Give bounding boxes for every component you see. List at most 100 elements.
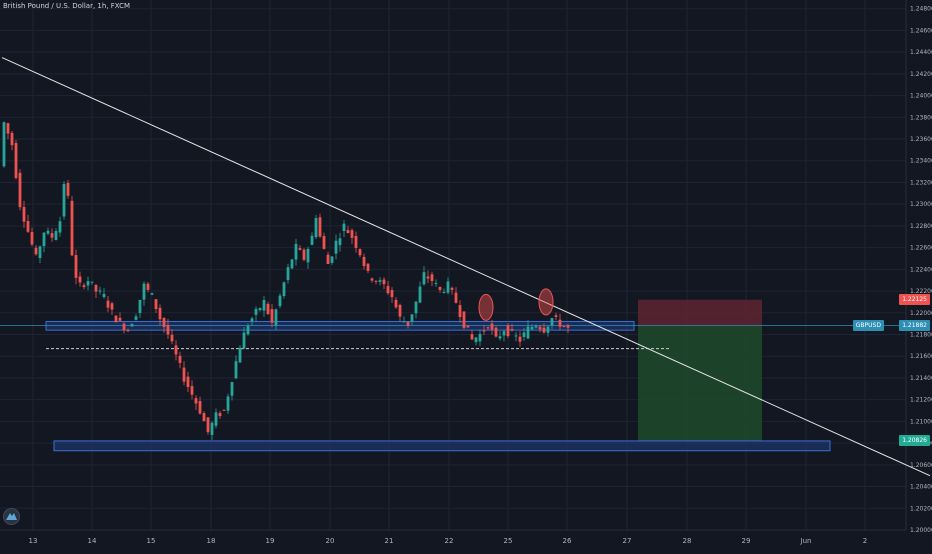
candle-body bbox=[426, 276, 430, 279]
price-axis: 1.200001.202001.204001.206001.208001.210… bbox=[910, 6, 932, 534]
price-tick-label: 1.24200 bbox=[910, 71, 932, 78]
candle-body bbox=[298, 248, 302, 250]
candle-body bbox=[82, 285, 86, 288]
price-tick-label: 1.24400 bbox=[910, 49, 932, 56]
candle-body bbox=[214, 412, 218, 426]
candle-body bbox=[458, 305, 462, 318]
candle-body bbox=[414, 301, 418, 314]
candle-body bbox=[134, 316, 138, 320]
time-axis: 13 14 15 18 19 20 21 22 25 26 27 28 29 Jun 2 bbox=[29, 537, 868, 545]
candle-body bbox=[430, 274, 434, 281]
candle-body bbox=[514, 335, 518, 337]
time-tick-label: 20 bbox=[326, 537, 335, 545]
candle-body bbox=[554, 315, 558, 317]
price-tick-label: 1.23000 bbox=[910, 201, 932, 208]
candle-body bbox=[38, 246, 42, 259]
candles bbox=[2, 121, 570, 440]
candle-body bbox=[66, 182, 70, 196]
candle-body bbox=[454, 292, 458, 303]
candle-body bbox=[198, 401, 202, 414]
price-tick-label: 1.21600 bbox=[910, 353, 932, 360]
candle-body bbox=[406, 321, 410, 326]
time-tick-label: 19 bbox=[266, 537, 275, 545]
time-tick-label: 29 bbox=[742, 537, 751, 545]
candle-body bbox=[246, 325, 250, 335]
candle-body bbox=[542, 327, 546, 333]
candle-body bbox=[178, 355, 182, 363]
price-tick-label: 1.24600 bbox=[910, 27, 932, 34]
price-tick-label: 1.23200 bbox=[910, 179, 932, 186]
candle-body bbox=[310, 235, 314, 245]
candle-body bbox=[286, 267, 290, 281]
candle-body bbox=[494, 327, 498, 337]
time-tick-label: 2 bbox=[863, 537, 867, 545]
candle-body bbox=[326, 254, 330, 265]
candle-body bbox=[318, 217, 322, 237]
candle-body bbox=[130, 324, 134, 327]
candle-body bbox=[370, 278, 374, 281]
tradingview-logo-icon[interactable] bbox=[3, 508, 20, 525]
candle-body bbox=[442, 291, 446, 293]
candle-body bbox=[18, 172, 22, 208]
candle-body bbox=[490, 323, 494, 330]
candle-body bbox=[466, 325, 470, 328]
candle-body bbox=[182, 367, 186, 382]
candle-body bbox=[122, 323, 126, 331]
candle-body bbox=[126, 330, 130, 332]
candle-body bbox=[238, 347, 242, 363]
candle-body bbox=[14, 143, 18, 178]
candle-body bbox=[330, 256, 334, 263]
price-tick-label: 1.20600 bbox=[910, 462, 932, 469]
price-tick-label: 1.22800 bbox=[910, 223, 932, 230]
candle-body bbox=[510, 328, 514, 331]
candle-body bbox=[518, 336, 522, 342]
candle-body bbox=[362, 256, 366, 267]
time-tick-label: 26 bbox=[563, 537, 572, 545]
candle-body bbox=[206, 417, 210, 433]
candle-body bbox=[22, 206, 26, 222]
price-tick-label: 1.23400 bbox=[910, 158, 932, 165]
candle-body bbox=[274, 309, 278, 326]
price-tick-label: 1.21000 bbox=[910, 418, 932, 425]
candle-body bbox=[270, 309, 274, 323]
candle-body bbox=[138, 299, 142, 313]
candle-body bbox=[446, 281, 450, 293]
time-tick-label: 22 bbox=[445, 537, 454, 545]
price-tag: 1.22125 bbox=[899, 293, 930, 305]
price-tick-label: 1.22000 bbox=[910, 310, 932, 317]
candle-body bbox=[358, 249, 362, 256]
candle-body bbox=[242, 332, 246, 349]
candle-body bbox=[530, 326, 534, 330]
candle-body bbox=[470, 334, 474, 340]
candle-body bbox=[258, 308, 262, 311]
candle-body bbox=[350, 230, 354, 238]
take-profit-zone bbox=[638, 325, 762, 441]
candle-body bbox=[502, 331, 506, 336]
candle-body bbox=[322, 236, 326, 249]
candle-body bbox=[482, 330, 486, 332]
symbol-title: British Pound / U.S. Dollar, 1h, FXCM bbox=[3, 2, 131, 10]
candle-body bbox=[378, 280, 382, 282]
candle-body bbox=[102, 293, 106, 298]
candle-body bbox=[218, 413, 222, 417]
candle-body bbox=[222, 409, 226, 411]
candle-body bbox=[366, 263, 370, 271]
price-tick-label: 1.20400 bbox=[910, 484, 932, 491]
candle-body bbox=[282, 282, 286, 297]
candle-body bbox=[558, 319, 562, 327]
price-tick-label: 1.20000 bbox=[910, 527, 932, 534]
candle-body bbox=[70, 200, 74, 256]
candle-body bbox=[278, 295, 282, 307]
price-tick-label: 1.22600 bbox=[910, 245, 932, 252]
candle-body bbox=[170, 334, 174, 342]
candle-body bbox=[422, 272, 426, 285]
price-tick-label: 1.24800 bbox=[910, 6, 932, 13]
candle-body bbox=[166, 324, 170, 335]
time-tick-label: 28 bbox=[683, 537, 692, 545]
candle-body bbox=[142, 283, 146, 300]
chart-title: British Pound / U.S. Dollar, 1h, FXCM bbox=[3, 2, 133, 10]
candle-body bbox=[418, 286, 422, 303]
candle-body bbox=[54, 231, 58, 240]
